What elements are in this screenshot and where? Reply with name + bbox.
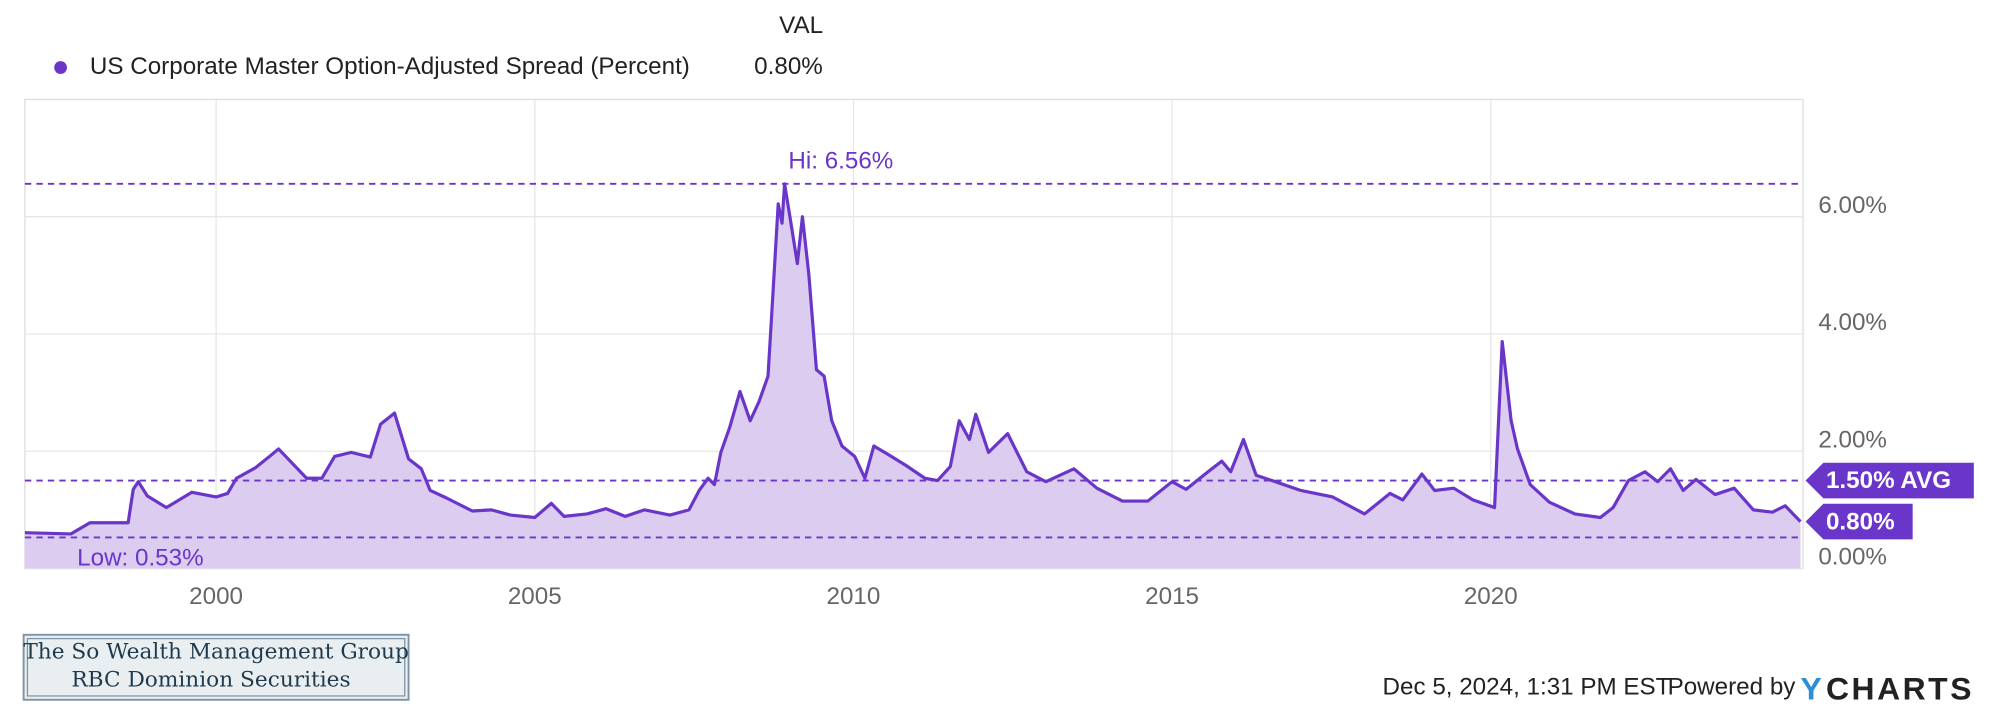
watermark-box <box>22 633 410 701</box>
y-tick-label: 0.00% <box>1818 544 1887 571</box>
x-tick-label: 2010 <box>826 583 880 610</box>
low-label: Low: 0.53% <box>77 544 203 571</box>
average-label: 1.50% AVG <box>1826 467 1951 494</box>
x-tick-label: 2005 <box>508 583 562 610</box>
legend-header: VAL <box>779 12 823 39</box>
timestamp: Dec 5, 2024, 1:31 PM EST <box>1383 674 1671 701</box>
average-tag <box>1805 462 1974 499</box>
watermark-line: The So Wealth Management Group <box>23 640 409 665</box>
legend-label: US Corporate Master Option-Adjusted Spre… <box>90 53 690 80</box>
y-tick-label: 6.00% <box>1818 192 1887 219</box>
marks <box>24 182 1804 569</box>
y-tick-label: 2.00% <box>1818 426 1887 453</box>
y-tick-label: 4.00% <box>1818 309 1887 336</box>
last-value-tag <box>1805 503 1913 540</box>
labels: 0.00% 2.00% 4.00% 6.00% 2000 2005 2010 2015 2020… <box>77 148 1974 610</box>
line <box>24 182 1802 536</box>
watermark-inner-border <box>26 637 406 697</box>
last-value-label: 0.80% <box>1826 508 1895 535</box>
high-label: Hi: 6.56% <box>788 148 893 175</box>
legend-value: 0.80% <box>754 53 823 80</box>
legend-marker <box>54 61 67 74</box>
area <box>24 183 1801 569</box>
brand-logo: Y <box>1800 670 1821 706</box>
x-tick-label: 2015 <box>1145 583 1199 610</box>
x-tick-label: 2020 <box>1464 583 1518 610</box>
watermark-line: RBC Dominion Securities <box>71 668 350 693</box>
x-tick-label: 2000 <box>189 583 243 610</box>
brand-logo: CHARTS <box>1826 670 1974 706</box>
powered-by: Powered by <box>1668 674 1797 701</box>
